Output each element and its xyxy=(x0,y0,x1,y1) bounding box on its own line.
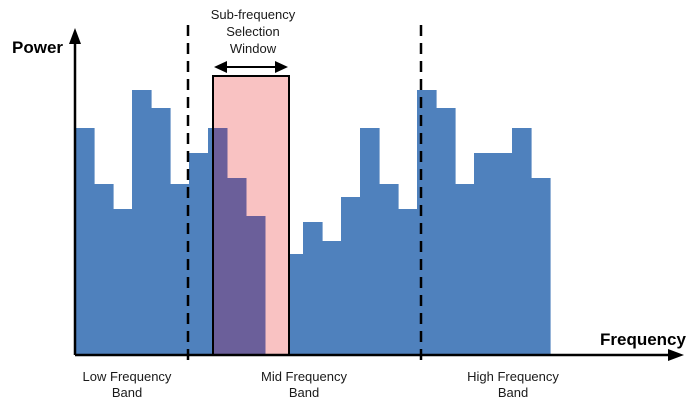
window-label-line-3: Window xyxy=(230,41,277,56)
spectrum-bar xyxy=(474,153,494,355)
spectrum-bar xyxy=(398,209,418,355)
window-label-line-1: Sub-frequency xyxy=(211,7,296,22)
mid-band-label-line-1: Mid Frequency xyxy=(261,369,347,384)
spectrum-bar xyxy=(113,209,133,355)
spectrum-bar xyxy=(436,108,456,355)
spectrum-bar xyxy=(360,128,380,355)
window-overlap-region xyxy=(213,128,266,355)
y-axis-label: Power xyxy=(12,38,63,57)
spectrum-bar xyxy=(322,241,342,355)
x-axis-label: Frequency xyxy=(600,330,687,349)
mid-band-label-line-2: Band xyxy=(289,385,319,400)
x-axis-arrow-icon xyxy=(668,349,684,361)
spectrum-bar xyxy=(512,128,532,355)
spectrum-bar xyxy=(493,153,513,355)
spectrum-bar xyxy=(94,184,114,355)
window-overlap-bar xyxy=(246,216,266,355)
spectrum-bar xyxy=(531,178,551,355)
spectrum-bar xyxy=(341,197,361,355)
window-label-line-2: Selection xyxy=(226,24,279,39)
high-band-label-line-1: High Frequency xyxy=(467,369,559,384)
low-band-label-line-2: Band xyxy=(112,385,142,400)
y-axis-arrow-icon xyxy=(69,28,81,44)
high-band-label-line-2: Band xyxy=(498,385,528,400)
arrow-left-icon xyxy=(214,61,227,73)
spectrum-bar xyxy=(303,222,323,355)
spectrum-bar xyxy=(455,184,475,355)
low-band-label-line-1: Low Frequency xyxy=(83,369,172,384)
window-overlap-bar xyxy=(213,128,228,355)
spectrum-bar xyxy=(379,184,399,355)
spectrum-bar xyxy=(132,90,152,355)
window-overlap-bar xyxy=(227,178,247,355)
spectrum-bar xyxy=(75,128,95,355)
spectrum-bar xyxy=(189,153,209,355)
power-spectrum xyxy=(75,90,551,355)
spectrum-bar xyxy=(170,184,190,355)
arrow-right-icon xyxy=(275,61,288,73)
spectrum-bar xyxy=(151,108,171,355)
